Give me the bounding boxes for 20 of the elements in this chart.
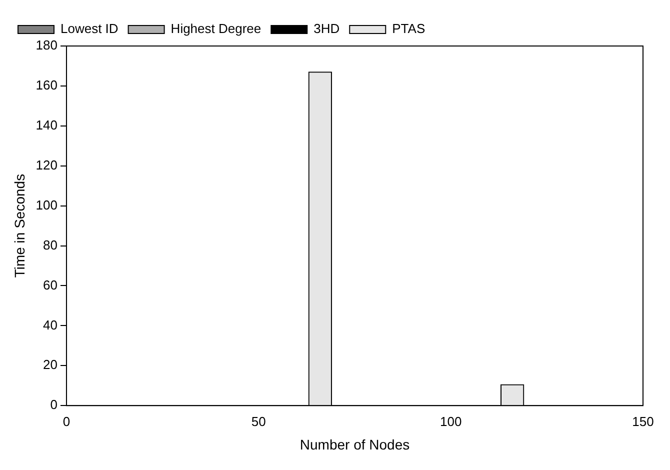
y-tick-label: 160 xyxy=(36,78,58,93)
x-tick-label: 100 xyxy=(440,414,462,429)
y-tick-label: 0 xyxy=(50,397,58,412)
x-tick-label: 50 xyxy=(251,414,266,429)
y-tick-label: 100 xyxy=(36,197,58,212)
y-tick-label: 140 xyxy=(36,117,58,132)
y-tick-label: 20 xyxy=(43,357,58,372)
y-tick-label: 120 xyxy=(36,157,58,172)
y-axis-title: Time in Seconds xyxy=(11,174,28,278)
legend-label: 3HD xyxy=(314,21,340,36)
x-tick-label: 0 xyxy=(62,414,70,429)
y-tick-label: 40 xyxy=(43,317,58,332)
y-tick-label: 60 xyxy=(43,277,58,292)
legend-label: PTAS xyxy=(392,21,426,36)
y-tick-label: 80 xyxy=(43,237,58,252)
x-tick-label: 150 xyxy=(632,414,654,429)
legend-label: Highest Degree xyxy=(170,21,262,36)
legend-label: Lowest ID xyxy=(60,21,118,36)
x-axis-title: Number of Nodes xyxy=(300,436,410,452)
y-tick-label: 180 xyxy=(36,38,58,53)
